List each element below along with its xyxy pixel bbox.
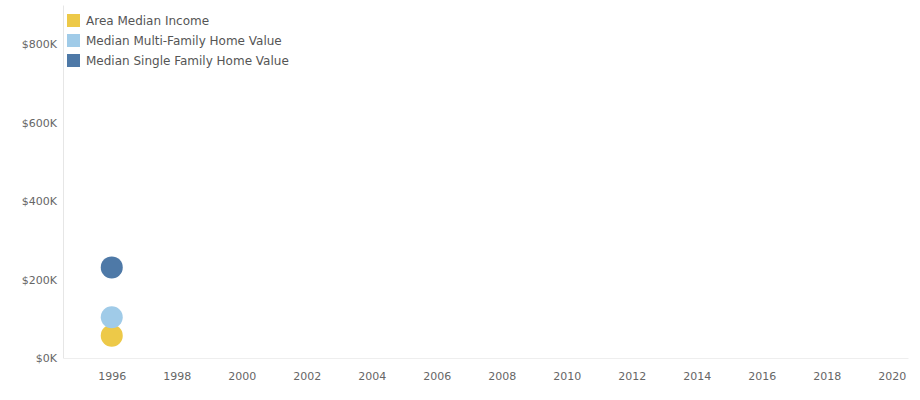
- tick-label: 2018: [813, 370, 841, 383]
- tick: 2020: [878, 358, 906, 383]
- x-axis: 1996 1998 2000 2002 2004 2006 2008 2010 2012 2014…: [64, 358, 909, 383]
- tick: 2006: [423, 358, 451, 383]
- tick: $0K: [36, 352, 63, 365]
- tick: $800K: [22, 38, 63, 51]
- legend-label: Median Multi-Family Home Value: [86, 34, 282, 48]
- tick-label: $200K: [22, 274, 58, 287]
- tick-label: 2016: [748, 370, 776, 383]
- axis-line: [64, 358, 909, 359]
- tick: 2018: [813, 358, 841, 383]
- tick: 2004: [358, 358, 386, 383]
- tick: 2008: [488, 358, 516, 383]
- tick-label: 2008: [488, 370, 516, 383]
- point: [101, 256, 123, 278]
- legend-label: Median Single Family Home Value: [86, 54, 289, 68]
- tick: 2010: [553, 358, 581, 383]
- tick-label: 2004: [358, 370, 386, 383]
- legend-swatch: [67, 54, 80, 67]
- chart: $0K $200K $400K $600K $800K 1996 1998 2000 2002 2…: [0, 0, 920, 400]
- tick: $200K: [22, 274, 63, 287]
- tick-label: $600K: [22, 117, 58, 130]
- legend-label: Area Median Income: [86, 14, 209, 28]
- legend-swatch: [67, 34, 80, 47]
- tick-label: 2010: [553, 370, 581, 383]
- point: [101, 306, 123, 328]
- legend: Area Median Income Median Multi-Family Ho…: [67, 14, 289, 68]
- tick: $600K: [22, 117, 63, 130]
- tick-label: 2000: [228, 370, 256, 383]
- tick: 2000: [228, 358, 256, 383]
- legend-swatch: [67, 14, 80, 27]
- tick: 1998: [163, 358, 191, 383]
- plot-area: [101, 256, 123, 346]
- axis-line: [63, 6, 64, 359]
- tick: 2002: [293, 358, 321, 383]
- tick: 1996: [98, 358, 126, 383]
- tick-label: 2014: [683, 370, 711, 383]
- tick: 2014: [683, 358, 711, 383]
- tick-label: 2006: [423, 370, 451, 383]
- tick-label: $400K: [22, 195, 58, 208]
- tick-label: 2020: [878, 370, 906, 383]
- tick-label: 1996: [98, 370, 126, 383]
- tick: 2016: [748, 358, 776, 383]
- y-axis: $0K $200K $400K $600K $800K: [22, 6, 64, 366]
- series: [101, 306, 123, 328]
- tick-label: $0K: [36, 352, 58, 365]
- series: [101, 256, 123, 278]
- tick: 2012: [618, 358, 646, 383]
- tick-label: $800K: [22, 38, 58, 51]
- tick-label: 1998: [163, 370, 191, 383]
- tick-label: 2002: [293, 370, 321, 383]
- tick: $400K: [22, 195, 63, 208]
- tick-label: 2012: [618, 370, 646, 383]
